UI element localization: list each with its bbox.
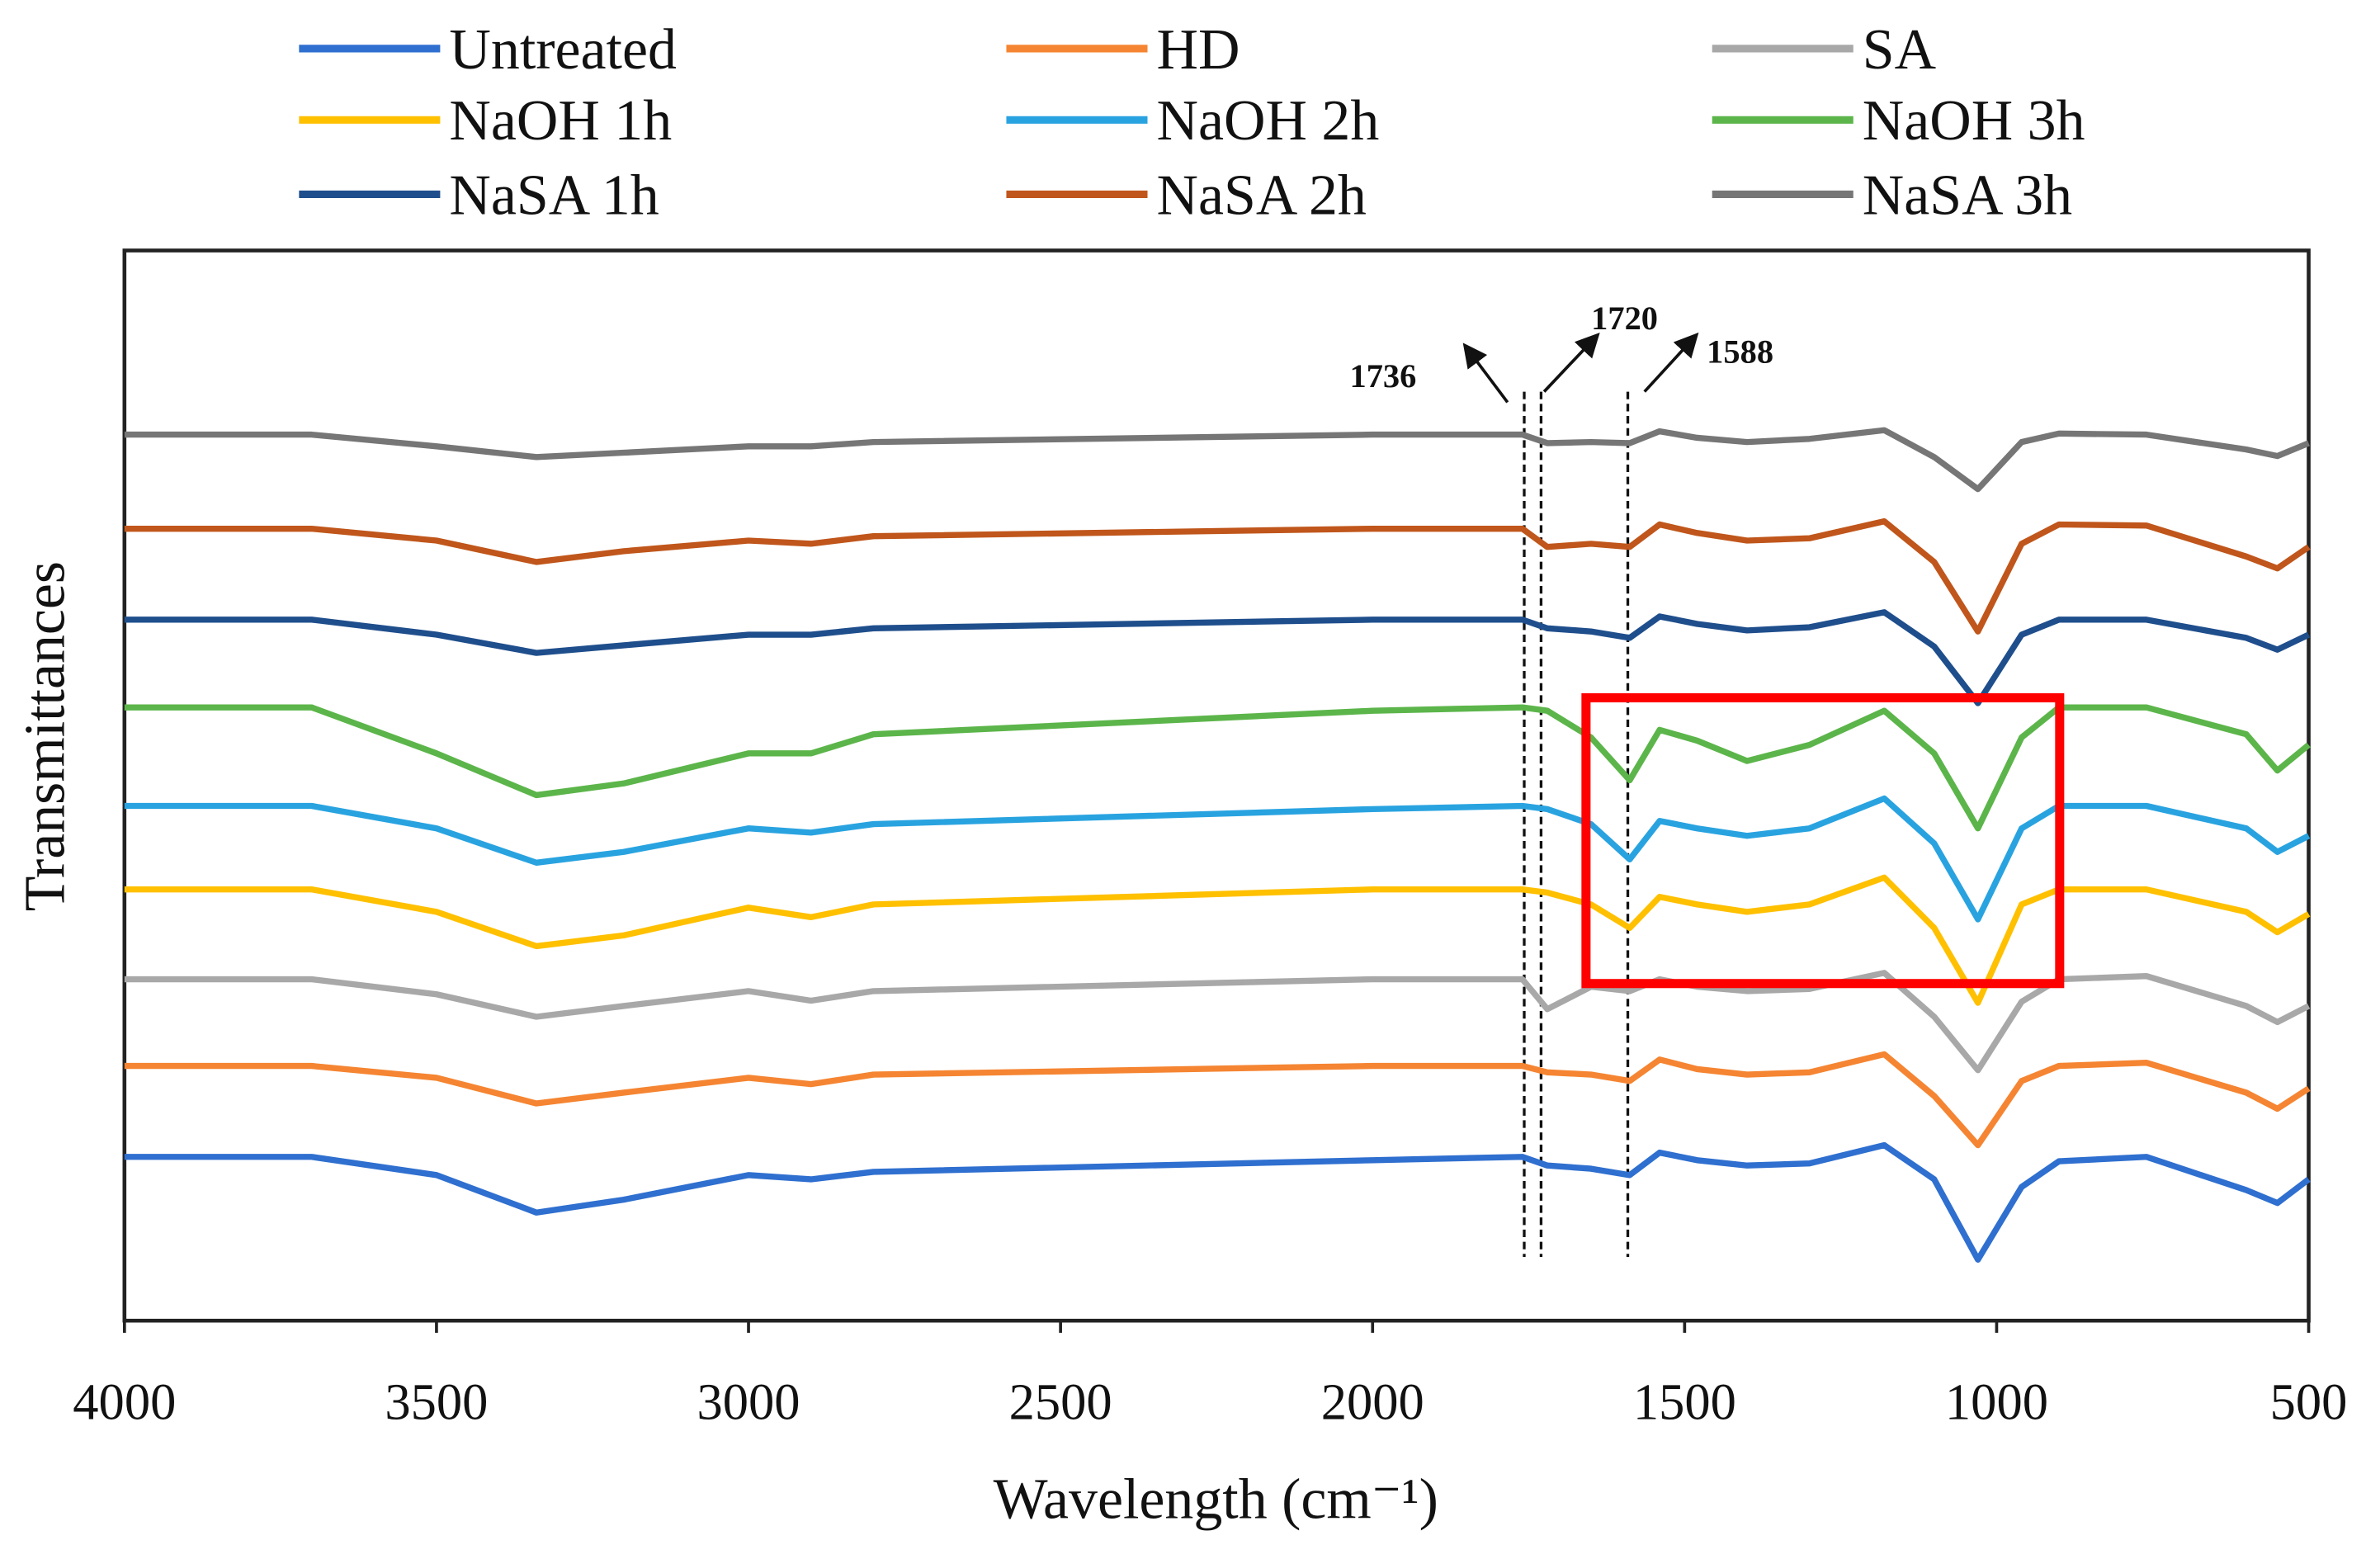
series-line-hd (124, 1051, 2311, 1149)
x-tick-label: 1000 (1945, 1373, 2048, 1431)
annotation-label: 1588 (1707, 333, 1773, 371)
highlight-box (1581, 693, 2065, 989)
series-line-naoh-1h (124, 874, 2311, 1006)
legend-label: NaOH 3h (1863, 89, 2085, 153)
annotation-arrow (1542, 332, 1600, 393)
annotations: 1736 1720 1588 (1349, 300, 1773, 1257)
annotation-label: 1736 (1349, 357, 1416, 394)
series-line-untreated (124, 1141, 2311, 1263)
legend-label: NaOH 1h (449, 89, 672, 153)
x-tick-label: 2000 (1321, 1373, 1424, 1431)
legend-label: NaSA 2h (1157, 163, 1367, 227)
series-line-naoh-3h (124, 704, 2311, 832)
x-tick-label: 500 (2270, 1373, 2348, 1431)
series-line-nasa-3h (124, 427, 2310, 493)
legend-label: NaSA 3h (1863, 163, 2072, 227)
x-tick-label: 3000 (697, 1373, 800, 1431)
x-tick-label: 1500 (1633, 1373, 1736, 1431)
annotation-arrow (1462, 343, 1509, 404)
legend-label: SA (1863, 18, 1936, 82)
x-axis-ticks: 4000 3500 3000 2500 2000 1500 1000 500 (73, 1320, 2347, 1431)
series-line-nasa-1h (124, 609, 2311, 706)
x-tick-label: 3500 (385, 1373, 488, 1431)
series-lines (124, 427, 2311, 1263)
annotation-label: 1720 (1591, 300, 1658, 337)
x-tick-label: 2500 (1009, 1373, 1112, 1431)
legend-label: NaSA 1h (449, 163, 659, 227)
legend: Untreated HD SA NaOH 1h NaOH 2h NaOH 3h NaSA 1… (299, 18, 2085, 227)
series-line-nasa-2h (124, 517, 2311, 635)
annotation-arrow (1643, 332, 1699, 393)
legend-label: NaOH 2h (1157, 89, 1380, 153)
x-axis-label: Wavelength (cm⁻¹) (994, 1467, 1438, 1531)
y-axis-label: Transmittances (13, 561, 77, 911)
plot-area-frame (122, 248, 2311, 1323)
legend-label: Untreated (449, 18, 677, 82)
series-line-naoh-2h (124, 795, 2311, 923)
legend-label: HD (1157, 18, 1240, 82)
x-tick-label: 4000 (73, 1373, 176, 1431)
